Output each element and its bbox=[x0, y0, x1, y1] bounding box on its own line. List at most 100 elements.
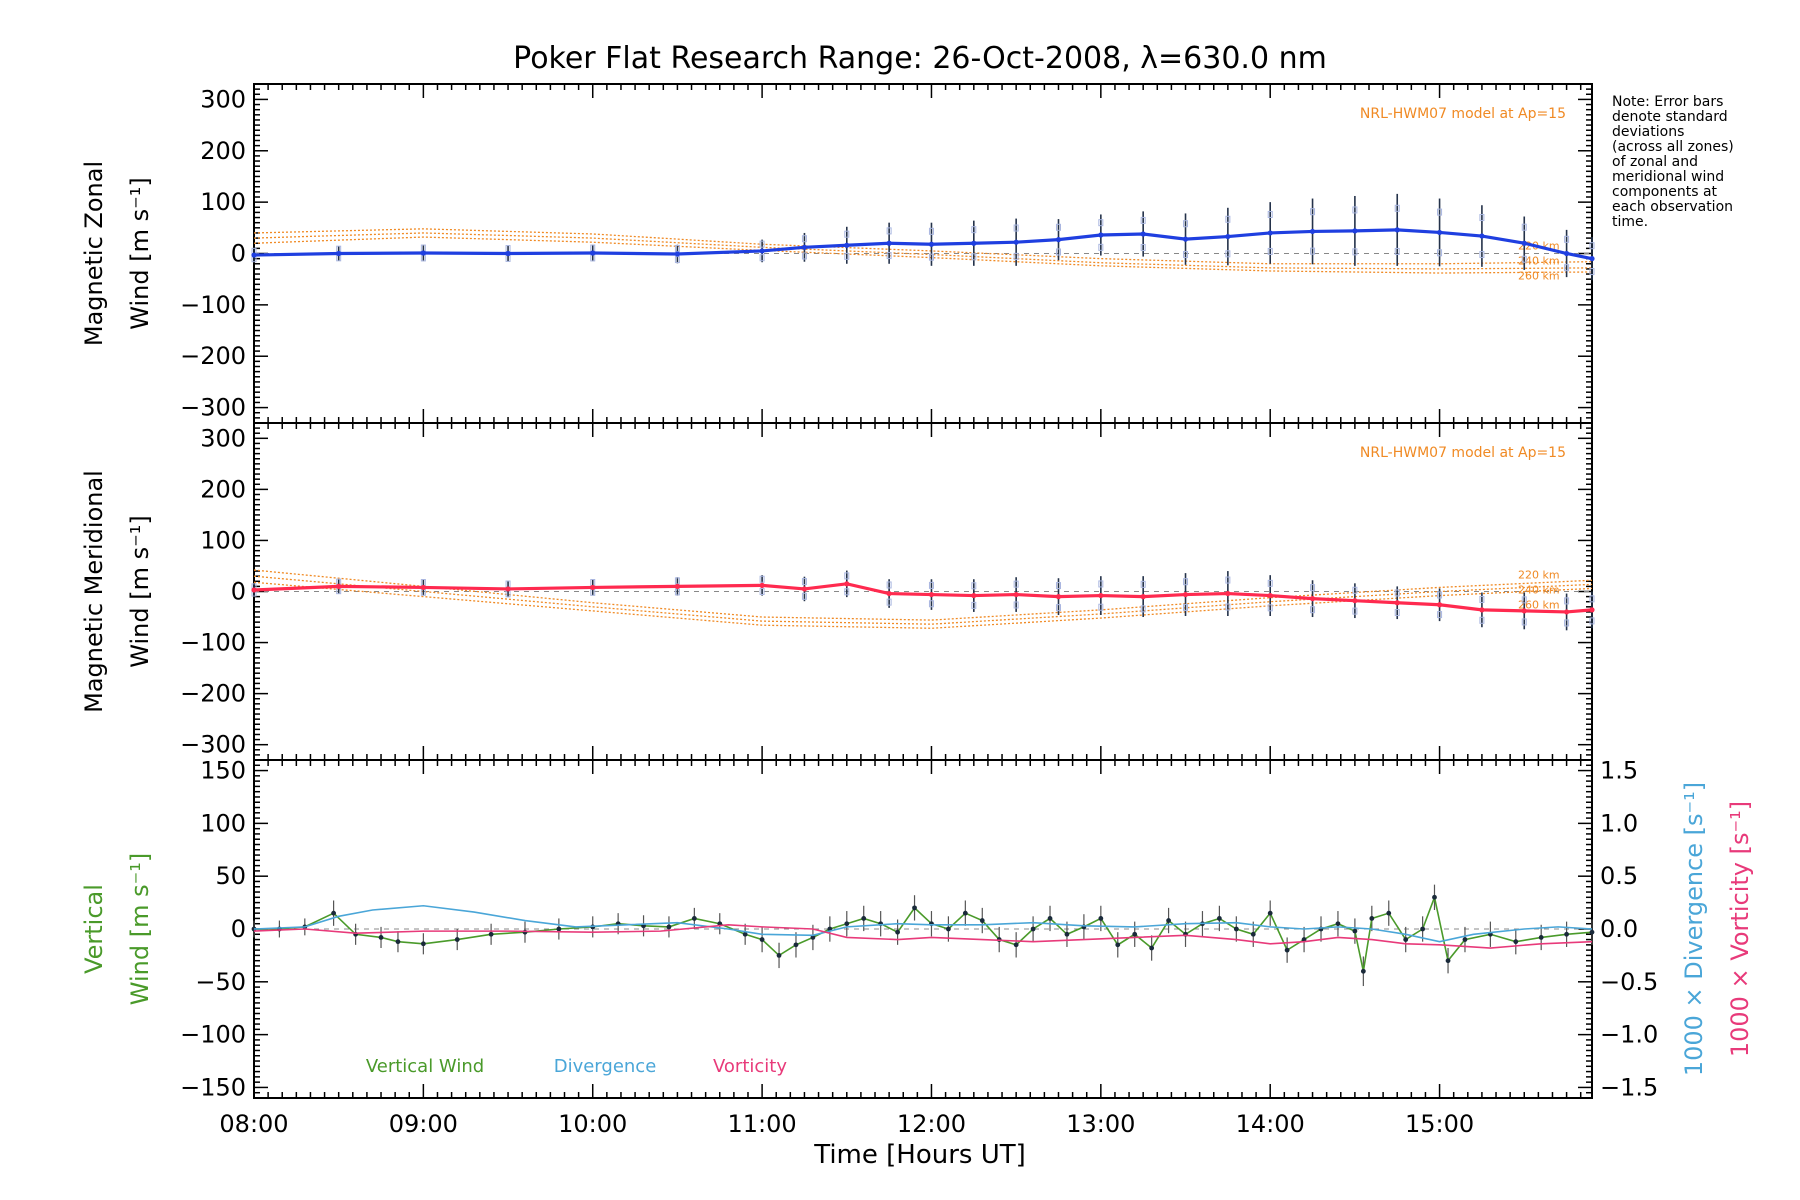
zone-sample bbox=[1521, 255, 1527, 263]
zone-sample bbox=[1479, 251, 1485, 259]
x-axis-tick-labels: 08:00 09:00 10:00 11:00 12:00 13:00 14:00 15:00 bbox=[219, 1110, 1474, 1138]
y2-tick-label: 1.5 bbox=[1600, 757, 1638, 785]
zone-sample bbox=[1521, 223, 1527, 231]
zone-sample bbox=[1055, 223, 1061, 231]
vertical-wind-point bbox=[454, 937, 460, 942]
note-line: components at bbox=[1612, 184, 1718, 200]
zone-sample bbox=[1310, 208, 1316, 216]
y-tick-label: 300 bbox=[200, 85, 246, 113]
vertical-wind-point bbox=[1098, 916, 1104, 921]
zone-sample bbox=[1098, 603, 1104, 611]
y-tick-label: 100 bbox=[200, 809, 246, 837]
zone-sample bbox=[1521, 618, 1527, 626]
y-tick-label: 300 bbox=[200, 424, 246, 452]
vertical-wind-point bbox=[420, 941, 426, 947]
wind-point bbox=[1563, 250, 1570, 257]
wind-point bbox=[590, 584, 596, 591]
zone-sample bbox=[1479, 595, 1485, 603]
wind-point bbox=[1589, 607, 1595, 613]
note-line: Note: Error bars bbox=[1612, 94, 1723, 110]
wind-point bbox=[1182, 591, 1189, 598]
model-height-label: 240 km bbox=[1518, 584, 1560, 597]
zone-sample bbox=[759, 575, 765, 583]
wind-point bbox=[1140, 231, 1146, 237]
zone-sample bbox=[844, 230, 850, 238]
vertical-wind-point bbox=[979, 918, 985, 923]
model-height-label: 240 km bbox=[1518, 254, 1560, 267]
zone-sample bbox=[1140, 605, 1146, 613]
vertical-wind-point bbox=[844, 921, 850, 927]
zone-sample bbox=[1394, 204, 1400, 212]
y-tick-label: −100 bbox=[180, 629, 246, 657]
wind-point bbox=[1479, 233, 1485, 239]
y-tick-label: −300 bbox=[180, 394, 246, 422]
vertical-wind-panel: −150 −100 −50 0 50 100 150 Vertical Wind [m s⁻¹]… bbox=[80, 757, 1754, 1102]
x-tick-label: 10:00 bbox=[558, 1110, 627, 1138]
wind-point bbox=[1098, 592, 1104, 599]
vertical-wind-point bbox=[666, 924, 672, 930]
x-tick-label: 08:00 bbox=[219, 1110, 288, 1138]
wind-point bbox=[971, 592, 977, 599]
wind-point bbox=[928, 241, 935, 247]
y-tick-label: −150 bbox=[180, 1073, 246, 1101]
wind-point bbox=[801, 244, 808, 250]
zone-sample bbox=[1225, 576, 1231, 584]
note-line: (across all zones) bbox=[1612, 139, 1734, 155]
wind-point bbox=[844, 242, 850, 248]
zone-sample bbox=[1589, 595, 1595, 603]
vertical-wind-point bbox=[1030, 926, 1036, 932]
wind-point bbox=[1013, 591, 1019, 598]
zone-sample bbox=[1589, 617, 1595, 625]
note-line: denote standard bbox=[1612, 109, 1728, 125]
wind-point bbox=[590, 250, 596, 256]
model-curve bbox=[253, 575, 1593, 625]
zone-sample bbox=[1394, 247, 1400, 255]
zone-sample bbox=[1310, 247, 1316, 255]
zone-sample bbox=[801, 592, 807, 600]
y-tick-label: −200 bbox=[180, 680, 246, 708]
zone-sample bbox=[1352, 607, 1358, 615]
zone-sample bbox=[1098, 243, 1104, 251]
zone-sample bbox=[1437, 249, 1443, 257]
vertical-wind-point bbox=[1166, 918, 1171, 923]
wind-point bbox=[251, 587, 257, 593]
zone-sample bbox=[1267, 604, 1273, 612]
model-height-label: 260 km bbox=[1518, 599, 1560, 612]
zone-sample bbox=[1521, 596, 1527, 604]
vertical-wind-point bbox=[556, 926, 562, 932]
zone-sample bbox=[1564, 619, 1570, 627]
wind-point bbox=[1182, 236, 1189, 242]
vertical-wind-point bbox=[1047, 916, 1053, 921]
vertical-wind-point bbox=[395, 939, 401, 945]
y-axis-title: Wind [m s⁻¹] bbox=[126, 515, 154, 667]
x-tick-label: 09:00 bbox=[389, 1110, 458, 1138]
wind-point bbox=[1309, 596, 1316, 602]
vertical-wind-point bbox=[1149, 945, 1155, 951]
vertical-wind-point bbox=[912, 905, 917, 911]
zone-sample bbox=[1013, 224, 1019, 232]
y-tick-label: −200 bbox=[180, 342, 246, 370]
note-line: of zonal and bbox=[1612, 154, 1698, 170]
vertical-wind-point bbox=[1352, 928, 1358, 934]
zone-sample bbox=[844, 588, 850, 596]
model-height-label: 220 km bbox=[1518, 569, 1560, 582]
y2-tick-label: 0.0 bbox=[1600, 915, 1638, 943]
vorticity-line bbox=[253, 923, 1593, 949]
wind-point bbox=[971, 240, 977, 246]
y2-tick-label: −1.0 bbox=[1600, 1021, 1658, 1049]
zone-sample bbox=[971, 253, 977, 261]
zone-sample bbox=[1183, 578, 1189, 586]
zone-sample bbox=[1352, 248, 1358, 256]
model-height-label: 260 km bbox=[1518, 269, 1560, 282]
note-line: deviations bbox=[1612, 124, 1684, 140]
vertical-wind-point bbox=[810, 935, 816, 940]
meridional-wind-panel: −300 −200 −100 0 100 200 300 Magnetic Meridiona… bbox=[80, 422, 1595, 761]
y-axis-title: Wind [m s⁻¹] bbox=[126, 177, 154, 329]
zone-sample bbox=[928, 600, 934, 608]
vertical-wind-point bbox=[1360, 968, 1366, 974]
wind-point bbox=[1225, 590, 1231, 597]
model-curve bbox=[253, 228, 1593, 265]
zone-sample bbox=[971, 601, 977, 609]
zone-sample bbox=[928, 227, 934, 235]
vertical-wind-point bbox=[1115, 942, 1121, 948]
